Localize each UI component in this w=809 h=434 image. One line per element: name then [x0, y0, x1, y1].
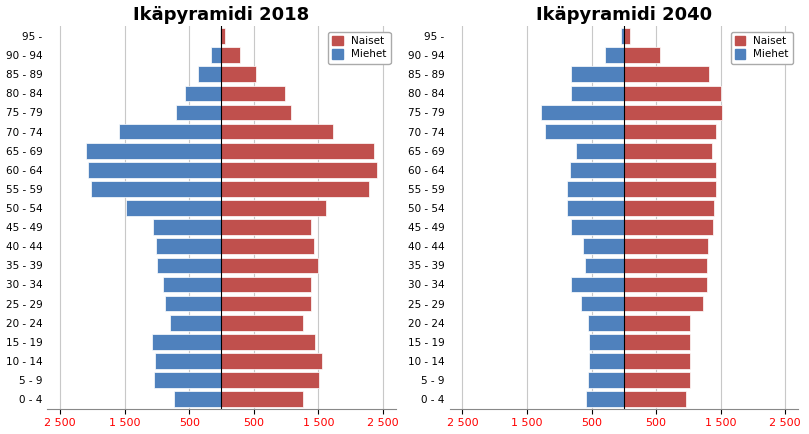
Bar: [91, 181, 222, 197]
Bar: [624, 47, 660, 63]
Bar: [541, 105, 624, 120]
Bar: [222, 315, 303, 331]
Bar: [155, 353, 222, 369]
Bar: [222, 200, 326, 216]
Bar: [222, 296, 311, 312]
Bar: [571, 276, 624, 293]
Bar: [624, 334, 690, 350]
Bar: [219, 28, 222, 44]
Bar: [88, 162, 222, 178]
Bar: [624, 143, 712, 158]
Bar: [587, 372, 624, 388]
Bar: [222, 334, 315, 350]
Bar: [176, 105, 222, 120]
Bar: [624, 372, 690, 388]
Bar: [624, 257, 706, 273]
Bar: [545, 124, 624, 139]
Bar: [624, 124, 716, 139]
Bar: [222, 181, 369, 197]
Bar: [222, 257, 318, 273]
Bar: [222, 219, 311, 235]
Bar: [126, 200, 222, 216]
Bar: [571, 66, 624, 82]
Bar: [222, 353, 321, 369]
Bar: [222, 391, 303, 407]
Bar: [222, 143, 375, 158]
Bar: [163, 276, 222, 293]
Bar: [222, 105, 290, 120]
Bar: [621, 28, 624, 44]
Bar: [222, 276, 311, 293]
Bar: [582, 238, 624, 254]
Bar: [120, 124, 222, 139]
Bar: [624, 353, 690, 369]
Bar: [152, 334, 222, 350]
Legend: Naiset, Miehet: Naiset, Miehet: [731, 32, 793, 64]
Bar: [211, 47, 222, 63]
Bar: [589, 353, 624, 369]
Bar: [624, 181, 715, 197]
Bar: [571, 219, 624, 235]
Bar: [570, 162, 624, 178]
Bar: [576, 143, 624, 158]
Bar: [624, 162, 715, 178]
Bar: [170, 315, 222, 331]
Title: Ikäpyramidi 2018: Ikäpyramidi 2018: [133, 6, 310, 23]
Bar: [175, 391, 222, 407]
Bar: [153, 219, 222, 235]
Bar: [587, 391, 624, 407]
Bar: [624, 391, 686, 407]
Bar: [624, 315, 690, 331]
Bar: [624, 200, 714, 216]
Bar: [222, 372, 319, 388]
Bar: [222, 124, 332, 139]
Bar: [198, 66, 222, 82]
Bar: [604, 47, 624, 63]
Bar: [222, 238, 315, 254]
Bar: [155, 238, 222, 254]
Bar: [624, 105, 722, 120]
Bar: [624, 276, 707, 293]
Bar: [624, 238, 708, 254]
Bar: [587, 315, 624, 331]
Bar: [589, 334, 624, 350]
Bar: [571, 85, 624, 101]
Legend: Naiset, Miehet: Naiset, Miehet: [328, 32, 391, 64]
Bar: [222, 162, 377, 178]
Bar: [165, 296, 222, 312]
Bar: [624, 28, 630, 44]
Bar: [185, 85, 222, 101]
Bar: [157, 257, 222, 273]
Bar: [567, 200, 624, 216]
Bar: [624, 296, 703, 312]
Bar: [624, 219, 713, 235]
Bar: [624, 85, 721, 101]
Bar: [585, 257, 624, 273]
Bar: [222, 47, 240, 63]
Bar: [624, 66, 709, 82]
Title: Ikäpyramidi 2040: Ikäpyramidi 2040: [536, 6, 712, 23]
Bar: [222, 66, 256, 82]
Bar: [222, 85, 286, 101]
Bar: [86, 143, 222, 158]
Bar: [222, 28, 225, 44]
Bar: [582, 296, 624, 312]
Bar: [154, 372, 222, 388]
Bar: [567, 181, 624, 197]
